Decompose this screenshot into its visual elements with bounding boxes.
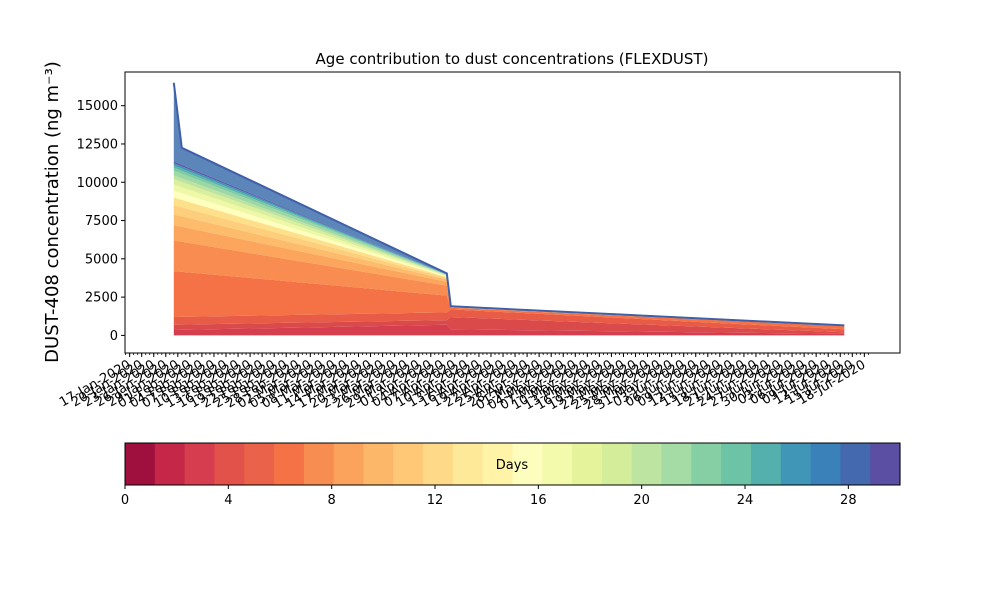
y-tick-label: 2500 — [85, 291, 118, 306]
colorbar-tick-label: 0 — [121, 493, 129, 508]
total-concentration-line — [172, 82, 845, 327]
area-layer-day-3 — [173, 317, 845, 334]
chart-title: Age contribution to dust concentrations … — [316, 50, 709, 68]
x-axis: 17-Jan-202020-Jan-202023-Jan-202026-Jan-… — [57, 353, 869, 413]
y-tick-label: 0 — [110, 329, 118, 344]
plot-area — [124, 71, 901, 354]
colorbar-cells — [125, 443, 901, 485]
colorbar-cell — [184, 443, 216, 485]
colorbar-cell — [274, 443, 305, 485]
colorbar-cell — [780, 443, 812, 485]
colorbar-tick-label: 20 — [633, 493, 650, 508]
colorbar-cell — [721, 443, 752, 485]
colorbar-cell — [423, 443, 454, 485]
colorbar-tick-label: 12 — [427, 493, 444, 508]
colorbar-cell — [393, 443, 424, 485]
y-axis-label: DUST-408 concentration (ng m⁻³) — [42, 61, 63, 363]
colorbar-cell — [154, 443, 186, 485]
colorbar-cell — [661, 443, 692, 485]
colorbar-cell — [303, 443, 335, 485]
plot-frame — [124, 71, 901, 354]
colorbar-cell — [542, 443, 573, 485]
area-layer-day-4 — [173, 309, 845, 333]
colorbar-tick-label: 16 — [530, 493, 547, 508]
colorbar-tick-label: 4 — [224, 493, 232, 508]
colorbar-cell — [601, 443, 633, 485]
y-tick-label: 15000 — [77, 99, 118, 114]
y-tick-label: 7500 — [85, 214, 118, 229]
colorbar-cell — [840, 443, 871, 485]
colorbar-cell — [691, 443, 722, 485]
y-tick-label: 10000 — [77, 176, 118, 191]
colorbar-label: Days — [496, 458, 529, 473]
colorbar-tick-label: 8 — [328, 493, 336, 508]
colorbar-cell — [214, 443, 245, 485]
stacked-area-layers — [173, 82, 845, 336]
colorbar-tick-label: 24 — [737, 493, 754, 508]
colorbar-cell — [363, 443, 394, 485]
area-layer-day-2 — [173, 324, 845, 336]
colorbar-cell — [482, 443, 514, 485]
colorbar-cell — [870, 443, 901, 485]
colorbar-cell — [333, 443, 365, 485]
y-axis: 0 2500 5000 7500 10000 12500 15000 — [77, 99, 125, 344]
colorbar-cell — [572, 443, 603, 485]
colorbar-cell — [125, 443, 156, 485]
colorbar: Days 0 4 8 12 16 20 24 28 — [121, 442, 901, 508]
colorbar-ticks: 0 4 8 12 16 20 24 28 — [121, 485, 857, 508]
colorbar-cell — [244, 443, 275, 485]
y-tick-label: 12500 — [77, 137, 118, 152]
colorbar-cell — [631, 443, 663, 485]
area-layer-day-5 — [173, 271, 845, 330]
colorbar-cell — [750, 443, 782, 485]
colorbar-cell — [512, 443, 543, 485]
colorbar-cell — [810, 443, 841, 485]
y-tick-label: 5000 — [85, 252, 118, 267]
colorbar-cell — [452, 443, 484, 485]
colorbar-tick-label: 28 — [840, 493, 857, 508]
colorbar-frame — [124, 442, 901, 486]
